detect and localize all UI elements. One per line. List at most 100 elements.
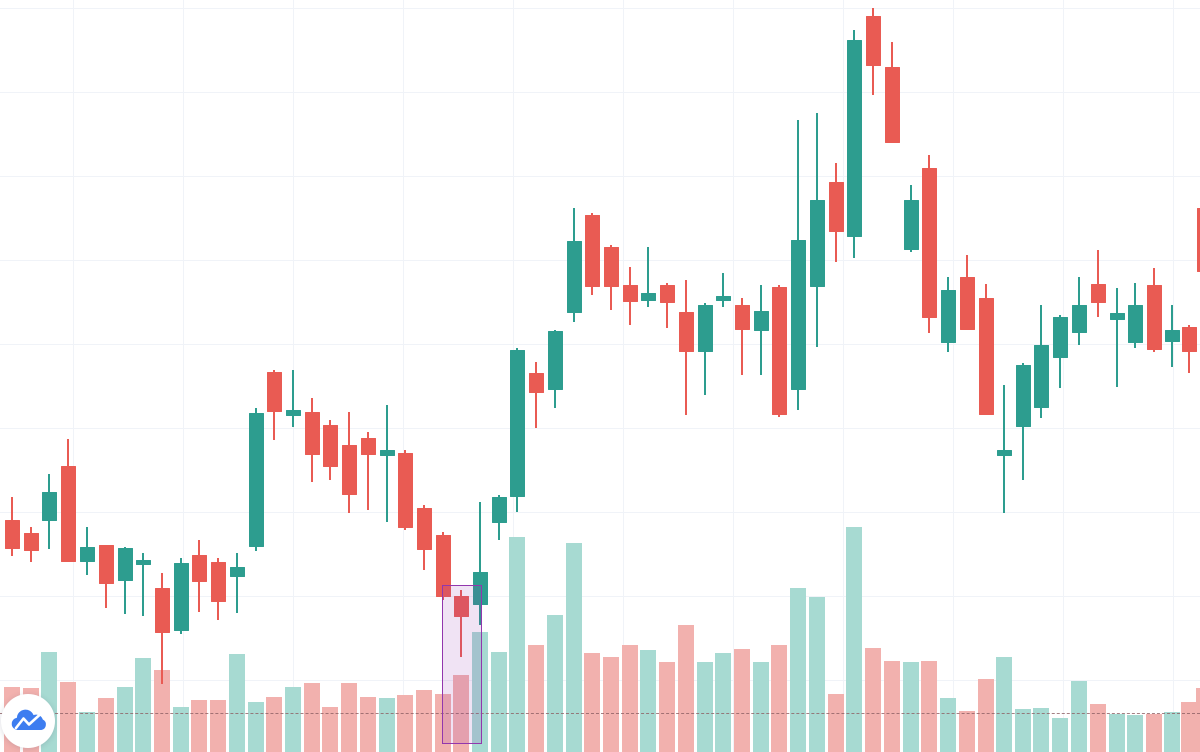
volume-bar <box>79 712 95 752</box>
gridline-horizontal <box>0 680 1200 681</box>
gridline-horizontal <box>0 8 1200 9</box>
gridline-vertical <box>73 0 74 752</box>
volume-bar <box>528 645 544 752</box>
candle-wick <box>291 370 295 427</box>
candle-wick <box>385 405 389 522</box>
volume-bar <box>285 687 301 752</box>
gridline-horizontal <box>0 344 1200 345</box>
volume-bar <box>640 650 656 752</box>
candle-down <box>210 562 226 602</box>
volume-bar <box>1146 714 1162 752</box>
candle-down <box>603 247 619 287</box>
candle-down <box>266 372 282 412</box>
volume-bar <box>1164 712 1180 752</box>
gridline-vertical <box>403 0 404 752</box>
gridline-vertical <box>1063 0 1064 752</box>
gridline-horizontal <box>0 596 1200 597</box>
candle-down <box>191 555 207 582</box>
candle-up <box>1015 365 1031 427</box>
candle-up <box>1071 305 1087 333</box>
volume-bar <box>1181 702 1197 752</box>
volume-bar <box>566 543 582 752</box>
candle-down <box>60 466 76 562</box>
volume-bar <box>753 662 769 752</box>
candle-down <box>416 508 432 550</box>
candle-down <box>154 588 170 633</box>
volume-bar <box>360 697 376 752</box>
mountain-chart-icon <box>9 705 47 737</box>
candle-up <box>472 572 488 605</box>
candle-up <box>379 450 395 456</box>
candle-down <box>322 425 338 467</box>
candle-down <box>678 312 694 352</box>
candle-wick <box>721 273 725 307</box>
volume-bar <box>397 695 413 752</box>
volume-bar <box>1090 704 1106 752</box>
volume-bar <box>435 694 451 752</box>
candle-wick <box>1096 250 1100 317</box>
candle-up <box>1127 305 1143 343</box>
volume-bar <box>940 698 956 752</box>
candle-up <box>285 410 301 416</box>
candle-down <box>659 285 675 303</box>
gridline-vertical <box>1173 0 1174 752</box>
candle-up <box>229 567 245 577</box>
candle-down <box>828 182 844 232</box>
candle-up <box>173 563 189 631</box>
candle-down <box>98 545 114 584</box>
volume-bar <box>509 537 525 752</box>
candle-down <box>304 412 320 455</box>
volume-bar <box>921 661 937 752</box>
volume-bar <box>1071 681 1087 752</box>
candle-wick <box>235 553 239 613</box>
candle-up <box>809 200 825 287</box>
reference-price-dashed-line <box>0 713 1200 714</box>
candle-up <box>903 200 919 250</box>
volume-bar <box>959 711 975 752</box>
volume-bar <box>1033 708 1049 752</box>
volume-bar <box>584 653 600 752</box>
candle-up <box>790 240 806 390</box>
candle-down <box>435 535 451 597</box>
gridline-horizontal <box>0 92 1200 93</box>
gridline-horizontal <box>0 512 1200 513</box>
volume-bar <box>472 632 488 752</box>
candle-wick <box>740 298 744 375</box>
volume-bar <box>173 707 189 752</box>
candle-down <box>453 596 469 617</box>
candle-up <box>940 290 956 343</box>
volume-bar <box>828 694 844 752</box>
candle-down <box>528 373 544 393</box>
candle-wick <box>1002 385 1006 513</box>
volume-bar <box>416 690 432 752</box>
gridline-horizontal <box>0 176 1200 177</box>
chart-logo-watermark[interactable] <box>1 694 55 748</box>
volume-bar <box>715 653 731 752</box>
volume-bar <box>865 648 881 752</box>
volume-bar <box>846 527 862 752</box>
volume-bar <box>135 658 151 752</box>
candle-down <box>771 287 787 415</box>
candle-up <box>41 492 57 521</box>
candle-up <box>846 40 862 237</box>
volume-bar <box>790 588 806 752</box>
gridline-vertical <box>843 0 844 752</box>
candle-down <box>1181 327 1197 352</box>
candle-down <box>4 520 20 549</box>
volume-bar <box>697 662 713 752</box>
candle-wick <box>665 283 669 328</box>
volume-bar <box>659 662 675 752</box>
candle-wick <box>1115 288 1119 387</box>
volume-bar <box>1127 715 1143 752</box>
candle-down <box>360 438 376 455</box>
candle-up <box>566 241 582 313</box>
candle-wick <box>534 362 538 428</box>
candle-down <box>921 168 937 318</box>
candle-down <box>397 453 413 528</box>
candle-up <box>1164 330 1180 342</box>
measure-selection-box[interactable] <box>442 585 482 744</box>
candle-up <box>248 413 264 547</box>
gridline-vertical <box>953 0 954 752</box>
